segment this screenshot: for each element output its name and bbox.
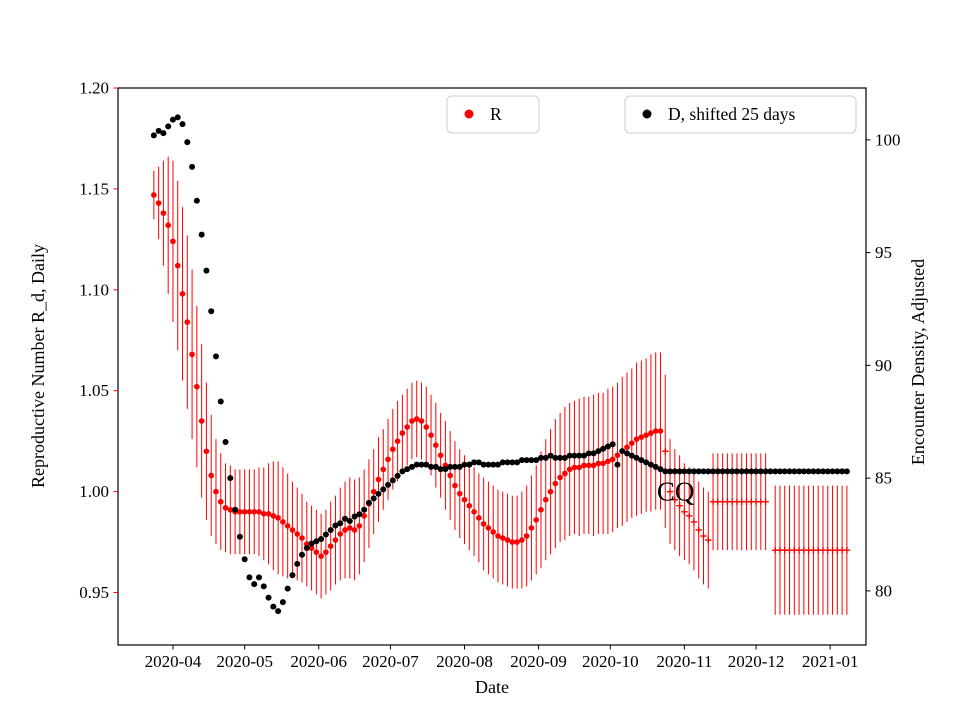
svg-text:2020-09: 2020-09 <box>510 652 567 671</box>
x-axis-label: Date <box>475 677 509 697</box>
legend-d-label: D, shifted 25 days <box>668 104 796 124</box>
svg-text:1.05: 1.05 <box>79 381 109 400</box>
svg-text:95: 95 <box>875 243 892 262</box>
svg-text:100: 100 <box>875 130 901 149</box>
svg-text:2020-10: 2020-10 <box>582 652 639 671</box>
svg-text:2020-05: 2020-05 <box>216 652 273 671</box>
svg-text:80: 80 <box>875 581 892 600</box>
svg-text:2020-06: 2020-06 <box>290 652 347 671</box>
y-left-axis-label: Reproductive Number R_d, Daily <box>28 244 48 488</box>
y-right-axis-label: Encounter Density, Adjusted <box>908 259 928 465</box>
svg-text:2020-08: 2020-08 <box>436 652 493 671</box>
svg-text:2020-07: 2020-07 <box>362 652 419 671</box>
svg-text:1.10: 1.10 <box>79 280 109 299</box>
legend-r-box <box>446 95 540 134</box>
svg-text:0.95: 0.95 <box>79 583 109 602</box>
svg-text:90: 90 <box>875 356 892 375</box>
svg-text:1.15: 1.15 <box>79 179 109 198</box>
svg-text:2020-12: 2020-12 <box>728 652 785 671</box>
svg-text:1.00: 1.00 <box>79 482 109 501</box>
annotation-cq: CQ <box>657 477 695 507</box>
plot-area: 2020-04 2020-05 2020-06 2020-07 2020-08 2020-… <box>79 79 900 672</box>
legend-r-marker-icon <box>464 109 474 119</box>
legend-d-box <box>624 95 857 134</box>
legend-r-label: R <box>490 104 502 124</box>
legend-r: R <box>446 95 540 134</box>
svg-text:2020-11: 2020-11 <box>656 652 712 671</box>
svg-text:2020-04: 2020-04 <box>145 652 202 671</box>
svg-text:85: 85 <box>875 469 892 488</box>
legend-d-marker-icon <box>642 109 652 119</box>
svg-text:2021-01: 2021-01 <box>802 652 859 671</box>
svg-text:1.20: 1.20 <box>79 79 109 98</box>
legend-d: D, shifted 25 days <box>624 95 857 134</box>
